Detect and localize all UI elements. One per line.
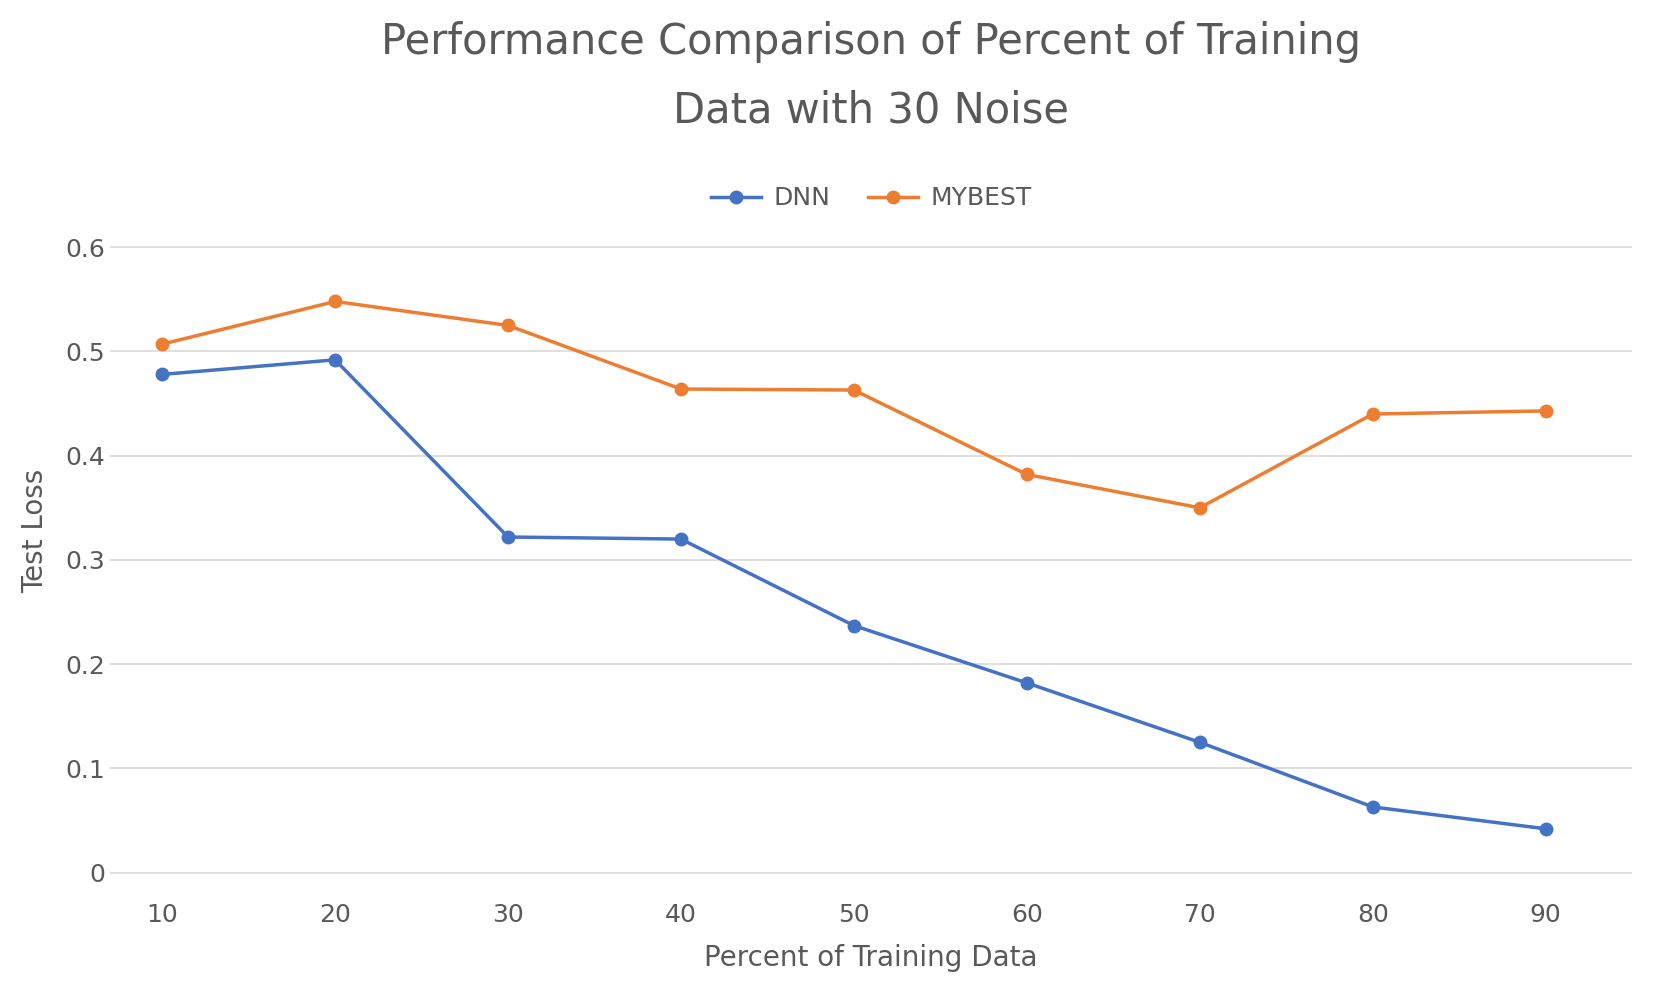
Legend: DNN, MYBEST: DNN, MYBEST [701,177,1041,220]
DNN [326,354,345,365]
MYBEST [1017,469,1036,481]
MYBEST [845,384,865,396]
MYBEST [1190,501,1210,513]
MYBEST [498,320,517,332]
DNN [1190,737,1210,749]
DNN [845,620,865,632]
Title: Performance Comparison of Percent of Training
Data with 30 Noise: Performance Comparison of Percent of Tra… [382,21,1360,131]
MYBEST [671,383,691,395]
DNN [1362,801,1382,813]
Line: DNN: DNN [155,354,1552,835]
DNN [671,533,691,545]
DNN [498,531,517,543]
Line: MYBEST: MYBEST [155,295,1552,514]
DNN [152,368,172,380]
MYBEST [1536,405,1555,417]
DNN [1017,677,1036,689]
MYBEST [1362,408,1382,420]
X-axis label: Percent of Training Data: Percent of Training Data [704,944,1038,972]
MYBEST [152,339,172,351]
MYBEST [326,296,345,308]
DNN [1536,823,1555,835]
Y-axis label: Test Loss: Test Loss [21,469,50,594]
